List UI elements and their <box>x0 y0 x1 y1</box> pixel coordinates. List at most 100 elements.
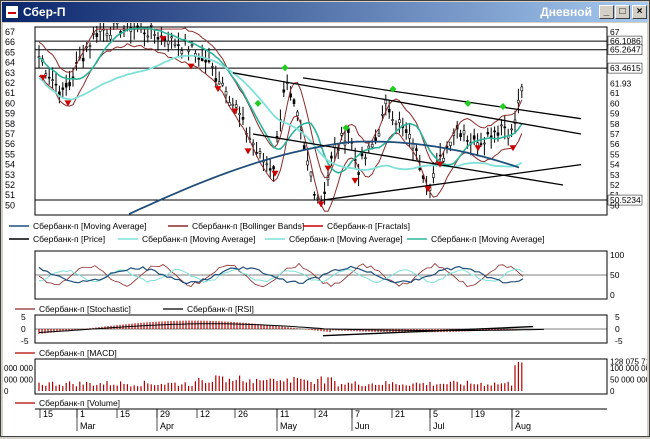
bollinger-upper-line <box>38 27 523 179</box>
price-right-label: 56 <box>610 139 620 149</box>
chart-canvas[interactable]: 6766656463626160595857565554535251506766… <box>3 11 650 436</box>
fractal-down-marker <box>436 161 444 168</box>
price-bar-body <box>272 166 275 170</box>
price-right-label: 61.93 <box>610 79 632 89</box>
price-label-box <box>607 194 643 206</box>
price-bar-body <box>146 35 150 38</box>
stochastic-signal-line <box>38 268 524 283</box>
day-label: 26 <box>238 409 248 419</box>
price-bar-body <box>503 126 507 129</box>
price-right-label: 60 <box>610 98 620 108</box>
price-bar-body <box>166 40 170 45</box>
price-right-label: 55 <box>610 149 620 159</box>
price-y-tick: 61 <box>5 88 15 98</box>
legend-label: Сбербанк-п [Price] <box>33 234 105 244</box>
moving-average-light-line <box>38 54 523 171</box>
volume-y-tick: 128 075 71 <box>610 358 647 367</box>
macd-y-tick: -5 <box>615 336 623 346</box>
legend-label: Сбербанк-п [Volume] <box>39 398 120 408</box>
price-bar-body <box>330 155 333 159</box>
price-bar-body <box>268 168 272 171</box>
volume-y-tick: 0 <box>610 387 615 396</box>
fractal-up-marker <box>499 102 507 110</box>
macd-left-tick: 0 <box>21 324 26 334</box>
month-label: Mar <box>80 421 96 431</box>
fractal-down-marker <box>317 201 325 208</box>
price-bar-body <box>282 89 286 93</box>
month-label: Jul <box>433 421 445 431</box>
price-bar-body <box>54 83 58 86</box>
fractal-down-marker <box>187 63 195 70</box>
fractal-up-marker <box>389 85 397 93</box>
price-bar-body <box>68 82 71 87</box>
bollinger-lower-line <box>38 43 523 212</box>
price-bar-body <box>241 117 245 120</box>
day-label: 11 <box>280 409 289 419</box>
price-bar-body <box>391 119 394 121</box>
price-y-tick: 53 <box>5 170 15 180</box>
macd-left-tick: -5 <box>21 336 29 346</box>
month-label: Apr <box>160 421 174 431</box>
price-bar-body <box>394 123 398 125</box>
price-bar-body <box>309 171 313 177</box>
price-bar-body <box>258 151 262 154</box>
window-title: Сбер-П <box>23 5 66 19</box>
macd-panel: 5 0 -5 5 0 -5 <box>21 312 623 346</box>
fractal-down-marker <box>324 165 332 172</box>
price-bar-body <box>360 153 364 157</box>
price-bar-body <box>153 34 156 36</box>
macd-y-tick: 5 <box>615 312 620 322</box>
day-label: 21 <box>395 409 405 419</box>
price-right-label: 54 <box>610 160 620 170</box>
price-bar-body <box>442 157 445 162</box>
minimize-icon[interactable]: _ <box>599 5 614 19</box>
price-bar-body <box>224 91 228 96</box>
price-bar-body <box>510 128 513 131</box>
title-bar[interactable]: Сбер-П Дневной _ □ × <box>2 2 648 22</box>
price-y-tick: 59 <box>5 109 15 119</box>
price-bar-body <box>214 78 218 82</box>
price-bar-body <box>340 132 343 136</box>
price-label-box <box>607 62 643 74</box>
chart-area[interactable]: 67 66 65 64 63 62 61 60 59 58 57 56 55 54 53 52 51 50 67 66… <box>3 11 650 436</box>
price-bar-body <box>364 157 367 160</box>
legend-label: Сбербанк-п [RSI] <box>187 304 254 314</box>
price-bar-body <box>520 86 524 92</box>
price-bar-body <box>173 43 177 46</box>
price-y-tick: 55 <box>5 149 15 159</box>
price-bar-body <box>517 99 520 104</box>
month-label: Jun <box>355 421 370 431</box>
trend-line <box>320 163 582 201</box>
macd-trend-line <box>322 325 534 337</box>
price-label-box <box>607 44 643 55</box>
price-bar-body <box>136 25 139 29</box>
price-right-label: 58 <box>610 119 620 129</box>
macd-y-tick: 0 <box>615 324 620 334</box>
price-bar-body <box>207 59 211 63</box>
price-right-label: 66.1086 <box>610 36 641 46</box>
day-label: 2 <box>515 409 520 419</box>
period-mode: Дневной <box>540 5 592 19</box>
day-label: 19 <box>475 409 485 419</box>
price-y-tick: 67 <box>5 27 15 37</box>
month-label: Aug <box>515 421 531 431</box>
close-icon[interactable]: × <box>632 5 647 19</box>
maximize-icon[interactable]: □ <box>615 5 630 19</box>
price-bar-body <box>234 104 238 108</box>
price-right-label: 65.2647 <box>610 45 641 55</box>
price-bar-body <box>296 111 299 116</box>
legend-label: Сбербанк-п [Moving Average] <box>142 234 256 244</box>
osc-y-tick: 100 <box>610 250 624 260</box>
chart-app-icon <box>5 5 19 19</box>
price-bar-body <box>387 108 391 113</box>
price-bar-body <box>462 130 466 135</box>
price-y-tick: 65 <box>5 47 15 57</box>
fractal-down-marker <box>214 86 222 93</box>
price-bar-body <box>149 24 153 27</box>
price-bar-body <box>415 148 418 151</box>
volume-left-tick: 000 000 <box>4 376 33 385</box>
price-panel-frame <box>34 26 608 216</box>
day-label: 24 <box>318 409 328 419</box>
fractal-up-marker <box>342 124 350 132</box>
price-bar-body <box>156 36 160 40</box>
